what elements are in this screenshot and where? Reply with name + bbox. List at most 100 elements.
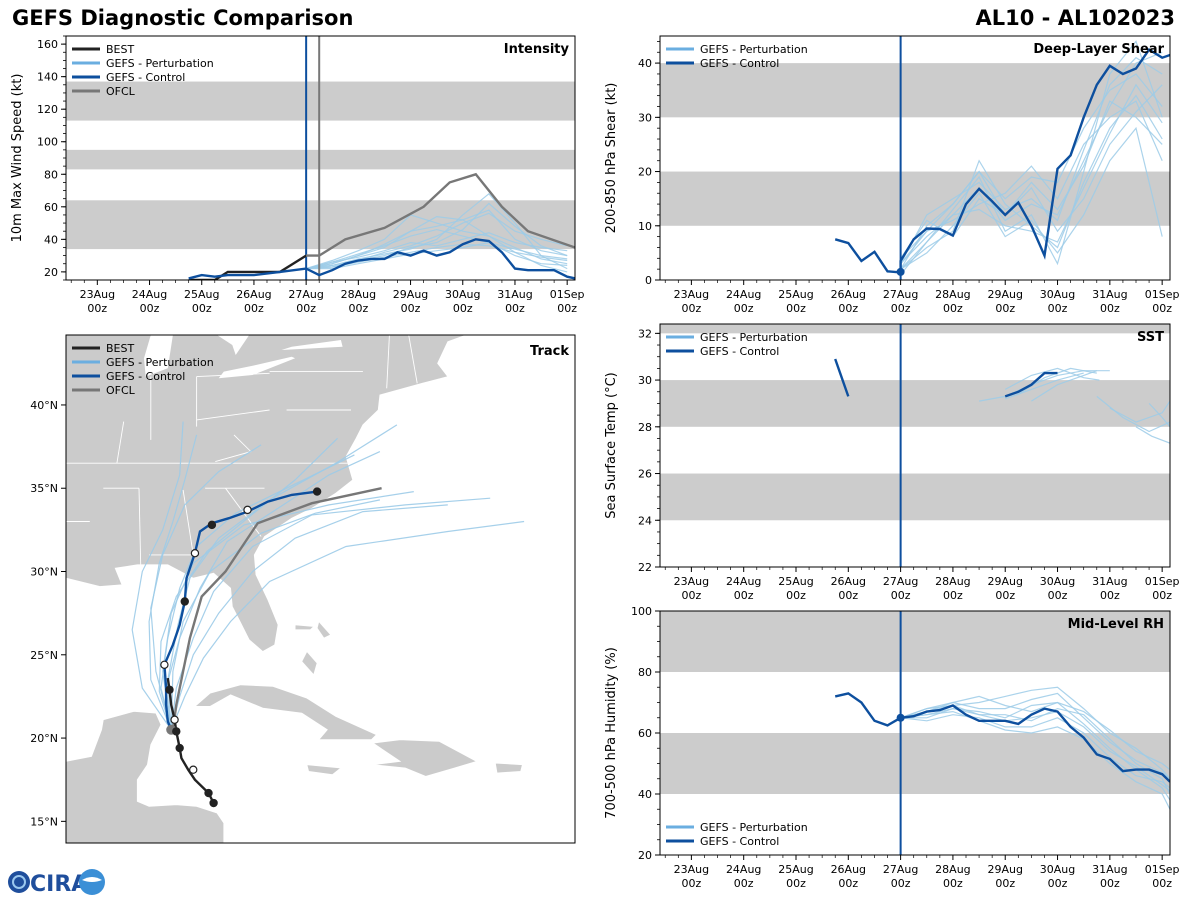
lake-huron bbox=[217, 335, 250, 355]
perturbation-track-1 bbox=[148, 434, 198, 730]
sst-band-1 bbox=[660, 380, 1170, 427]
lake-michigan bbox=[144, 335, 173, 377]
rh-xtick-date-9: 01Sep bbox=[1145, 863, 1180, 876]
shear-ytick-label-2: 20 bbox=[638, 166, 652, 179]
intensity-legend-label-perturbation: GEFS - Perturbation bbox=[106, 57, 214, 70]
intensity-series-best-0 bbox=[188, 254, 307, 280]
sst-ylabel: Sea Surface Temp (°C) bbox=[604, 372, 619, 519]
sst-perturbation-line-4 bbox=[1004, 367, 1100, 390]
best-track-point-6 bbox=[165, 685, 174, 694]
rh-ytick-label-0: 20 bbox=[638, 849, 652, 862]
shear-xtick-hour-2: 00z bbox=[786, 302, 806, 315]
shear-xtick-hour-9: 00z bbox=[1152, 302, 1172, 315]
shear-xtick-hour-3: 00z bbox=[838, 302, 858, 315]
rh-xtick-hour-5: 00z bbox=[943, 877, 963, 890]
shear-xtick-hour-6: 00z bbox=[995, 302, 1015, 315]
intensity-xtick-hour-9: 00z bbox=[557, 302, 577, 315]
state-border-4 bbox=[182, 489, 194, 555]
track-panel-label: Track bbox=[530, 344, 569, 359]
grand-bahama-land bbox=[294, 624, 315, 631]
shear-panel: 01020304023Aug00z24Aug00z25Aug00z26Aug00… bbox=[604, 35, 1180, 315]
shear-ytick-label-0: 0 bbox=[645, 274, 652, 287]
sst-xtick-date-7: 30Aug bbox=[1040, 575, 1075, 588]
shear-xtick-date-2: 25Aug bbox=[778, 288, 813, 301]
sst-xtick-hour-2: 00z bbox=[786, 589, 806, 602]
intensity-xtick-hour-2: 00z bbox=[192, 302, 212, 315]
intensity-perturbation-line-6 bbox=[306, 241, 568, 270]
shear-xtick-date-6: 29Aug bbox=[987, 288, 1022, 301]
shear-perturbation-line-0 bbox=[900, 73, 1163, 270]
intensity-ytick-label-0: 20 bbox=[44, 266, 58, 279]
lake-ontario bbox=[281, 340, 343, 350]
perturbation-track-2 bbox=[170, 497, 491, 730]
rh-xtick-hour-2: 00z bbox=[786, 877, 806, 890]
state-border-3 bbox=[138, 488, 142, 565]
rh-xtick-hour-6: 00z bbox=[995, 877, 1015, 890]
andros-land bbox=[301, 650, 318, 676]
shear-ytick-label-4: 40 bbox=[638, 57, 652, 70]
rh-xtick-date-0: 23Aug bbox=[674, 863, 709, 876]
perturbation-track-5 bbox=[167, 424, 398, 730]
rh-init-marker bbox=[896, 713, 905, 722]
shear-perturbation-line-9 bbox=[900, 100, 1163, 259]
sst-xtick-date-4: 27Aug bbox=[883, 575, 918, 588]
rh-panel: 2040608010023Aug00z24Aug00z25Aug00z26Aug… bbox=[604, 605, 1180, 890]
intensity-plot-area bbox=[66, 36, 575, 280]
intensity-legend-label-ofcl: OFCL bbox=[106, 85, 136, 98]
shear-xtick-date-5: 28Aug bbox=[935, 288, 970, 301]
sst-perturbation-line-3 bbox=[1031, 370, 1098, 402]
rh-xtick-hour-3: 00z bbox=[838, 877, 858, 890]
shear-init-marker bbox=[896, 267, 905, 276]
rh-band-1 bbox=[660, 611, 1170, 672]
sst-ytick-label-5: 32 bbox=[638, 327, 652, 340]
ofcl-track bbox=[171, 487, 382, 730]
shear-xtick-date-8: 31Aug bbox=[1092, 288, 1127, 301]
cuba-land bbox=[193, 684, 378, 741]
shear-legend-label-perturbation: GEFS - Perturbation bbox=[700, 43, 808, 56]
control-track-point-5 bbox=[312, 487, 322, 496]
page-title: GEFS Diagnostic Comparison bbox=[12, 6, 354, 30]
track-lat-label-5: 40°N bbox=[30, 399, 58, 412]
shear-xtick-date-4: 27Aug bbox=[883, 288, 918, 301]
intensity-ytick-label-1: 40 bbox=[44, 233, 58, 246]
best-track-point-0 bbox=[209, 798, 218, 808]
perturbation-track-10 bbox=[170, 504, 448, 730]
shear-xtick-hour-1: 00z bbox=[734, 302, 754, 315]
puerto-rico-land bbox=[494, 762, 523, 774]
sst-band-0 bbox=[660, 473, 1170, 521]
shear-band-1 bbox=[660, 63, 1170, 118]
intensity-ytick-label-4: 100 bbox=[37, 136, 58, 149]
sst-xtick-hour-1: 00z bbox=[734, 589, 754, 602]
track-lat-label-4: 35°N bbox=[30, 482, 58, 495]
logo-ring-icon bbox=[12, 875, 26, 889]
state-border-16 bbox=[386, 335, 390, 389]
logo-wave-icon bbox=[82, 877, 102, 882]
track-legend-label-best: BEST bbox=[106, 342, 134, 355]
hispaniola-land bbox=[371, 739, 478, 777]
sst-ytick-label-3: 28 bbox=[638, 421, 652, 434]
abaco-land bbox=[316, 620, 332, 639]
track-lat-label-1: 20°N bbox=[30, 732, 58, 745]
intensity-xtick-date-3: 26Aug bbox=[236, 288, 271, 301]
track-lat-label-3: 30°N bbox=[30, 566, 58, 579]
rh-series-gefs-control-0 bbox=[834, 692, 1170, 783]
rh-xtick-hour-0: 00z bbox=[681, 877, 701, 890]
intensity-ytick-label-6: 140 bbox=[37, 71, 58, 84]
sst-background bbox=[660, 324, 1170, 567]
shear-xtick-hour-0: 00z bbox=[681, 302, 701, 315]
sst-perturbation-line-8 bbox=[1148, 402, 1170, 428]
shear-xtick-date-1: 24Aug bbox=[726, 288, 761, 301]
shear-xtick-hour-7: 00z bbox=[1048, 302, 1068, 315]
shear-perturbation-line-7 bbox=[900, 56, 1163, 264]
rh-legend-label-perturbation: GEFS - Perturbation bbox=[700, 821, 808, 834]
sst-perturbation-line-7 bbox=[1135, 426, 1170, 444]
intensity-ylabel: 10m Max Wind Speed (kt) bbox=[10, 74, 25, 243]
rh-xtick-date-2: 25Aug bbox=[778, 863, 813, 876]
shear-xtick-date-9: 01Sep bbox=[1145, 288, 1180, 301]
intensity-perturbation-line-5 bbox=[305, 215, 568, 273]
rh-plot-area bbox=[660, 611, 1170, 855]
